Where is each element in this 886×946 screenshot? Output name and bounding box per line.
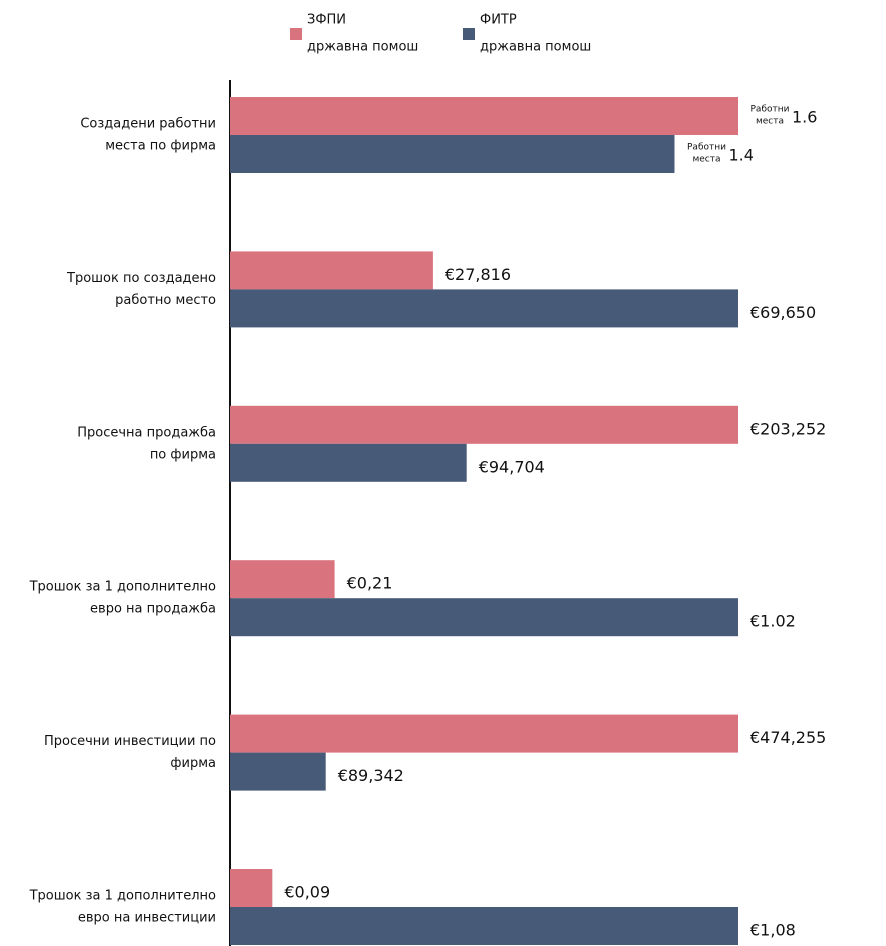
value-label: €1,08 [750,921,796,940]
value-label: €0,21 [347,574,393,593]
unit-note: места [756,117,784,127]
category-label: места по фирма [105,139,216,154]
category-label: фирма [170,756,216,771]
category-label: евро на инвестиции [78,911,216,926]
bar [230,714,738,753]
bar [230,251,433,290]
bar [230,289,738,328]
bar [230,869,273,907]
unit-note: Работни [751,105,790,115]
bar [230,598,738,637]
category-label: Трошок за 1 дополнително [29,580,216,595]
category-label: Просечни инвестиции по [44,734,216,749]
value-label: €69,650 [750,303,816,322]
value-label: €474,255 [750,728,826,747]
category-label: Трошок за 1 дополнително [29,889,216,904]
bar [230,443,467,482]
category-label: работно место [115,293,216,308]
legend-note: државна помош [307,40,418,55]
bar [230,135,675,173]
bar [230,97,738,135]
value-label: €203,252 [750,419,826,438]
unit-note: места [692,155,720,165]
bar [230,752,326,791]
value-label: €89,342 [338,766,404,785]
legend-swatch [290,28,302,40]
value-label: €94,704 [479,457,545,476]
value-label: €27,816 [445,265,511,284]
bar [230,560,335,599]
legend-note: државна помош [480,40,591,55]
category-label: Просечна продажба [77,425,216,440]
category-label: Создадени работни [80,117,216,132]
value-label: €1.02 [750,612,796,631]
value-label: €0,09 [284,883,330,902]
legend-label: ЗФПИ [307,13,346,28]
category-label: Трошок по создадено [66,271,216,286]
bar [230,405,738,444]
legend-label: ФИТР [480,13,517,28]
category-label: по фирма [150,447,216,462]
value-label: 1.4 [729,146,754,165]
category-label: евро на продажба [90,602,216,617]
legend-swatch [463,28,475,40]
value-label: 1.6 [792,108,817,127]
bar [230,907,738,945]
unit-note: Работни [687,143,726,153]
